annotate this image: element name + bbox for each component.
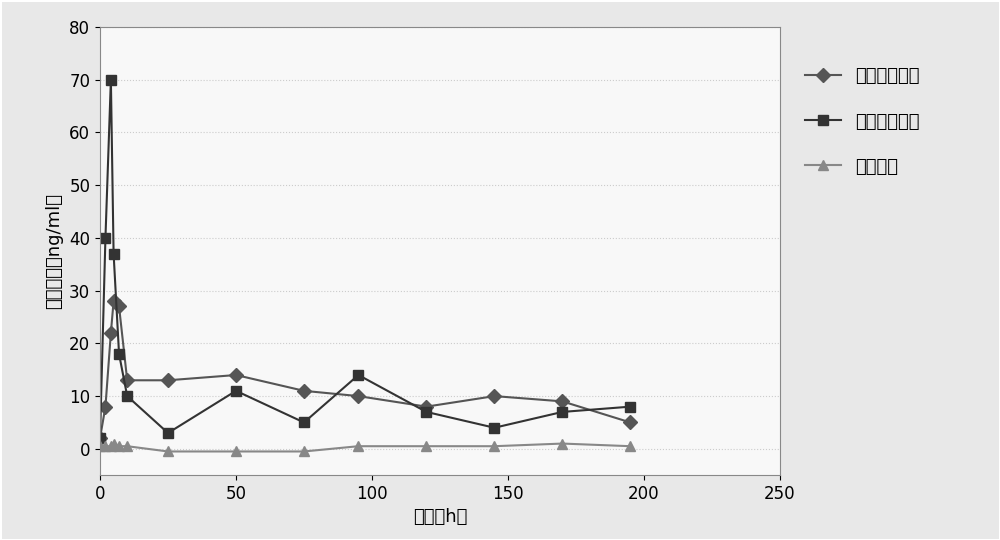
黄体酮注射液 xyxy=(108,251,120,257)
黄体酮注射液 xyxy=(121,393,133,400)
黄体酮注射液 xyxy=(556,409,568,415)
自制纳米粒组 xyxy=(488,393,500,400)
自制纳米粒组 xyxy=(162,377,174,383)
空白基线 xyxy=(121,443,133,449)
黄体酮注射液 xyxy=(230,388,242,394)
黄体酮注射液 xyxy=(420,409,432,415)
Legend: 自制纳米粒组, 黄体酮注射液, 空白基线: 自制纳米粒组, 黄体酮注射液, 空白基线 xyxy=(796,58,929,185)
自制纳米粒组 xyxy=(352,393,364,400)
自制纳米粒组 xyxy=(99,403,111,410)
X-axis label: 时间（h）: 时间（h） xyxy=(413,509,467,526)
Line: 空白基线: 空白基线 xyxy=(95,438,635,456)
空白基线 xyxy=(420,443,432,449)
空白基线 xyxy=(352,443,364,449)
空白基线 xyxy=(162,448,174,455)
黄体酮注射液 xyxy=(105,77,117,83)
自制纳米粒组 xyxy=(105,329,117,336)
空白基线 xyxy=(105,443,117,449)
空白基线 xyxy=(556,440,568,447)
黄体酮注射液 xyxy=(352,372,364,378)
空白基线 xyxy=(113,443,125,449)
Line: 自制纳米粒组: 自制纳米粒组 xyxy=(95,296,635,443)
空白基线 xyxy=(99,443,111,449)
黄体酮注射液 xyxy=(162,430,174,436)
Line: 黄体酮注射液: 黄体酮注射液 xyxy=(95,75,635,443)
黄体酮注射液 xyxy=(113,350,125,357)
自制纳米粒组 xyxy=(298,388,310,394)
黄体酮注射液 xyxy=(99,235,111,241)
黄体酮注射液 xyxy=(94,435,106,442)
自制纳米粒组 xyxy=(108,298,120,305)
空白基线 xyxy=(230,448,242,455)
空白基线 xyxy=(298,448,310,455)
自制纳米粒组 xyxy=(624,419,636,426)
黄体酮注射液 xyxy=(488,424,500,431)
空白基线 xyxy=(94,443,106,449)
黄体酮注射液 xyxy=(624,403,636,410)
空白基线 xyxy=(624,443,636,449)
自制纳米粒组 xyxy=(94,435,106,442)
自制纳米粒组 xyxy=(113,303,125,310)
Y-axis label: 血药浓度（ng/ml）: 血药浓度（ng/ml） xyxy=(46,193,64,309)
自制纳米粒组 xyxy=(556,398,568,404)
自制纳米粒组 xyxy=(420,403,432,410)
空白基线 xyxy=(488,443,500,449)
自制纳米粒组 xyxy=(230,372,242,378)
自制纳米粒组 xyxy=(121,377,133,383)
空白基线 xyxy=(108,440,120,447)
黄体酮注射液 xyxy=(298,419,310,426)
